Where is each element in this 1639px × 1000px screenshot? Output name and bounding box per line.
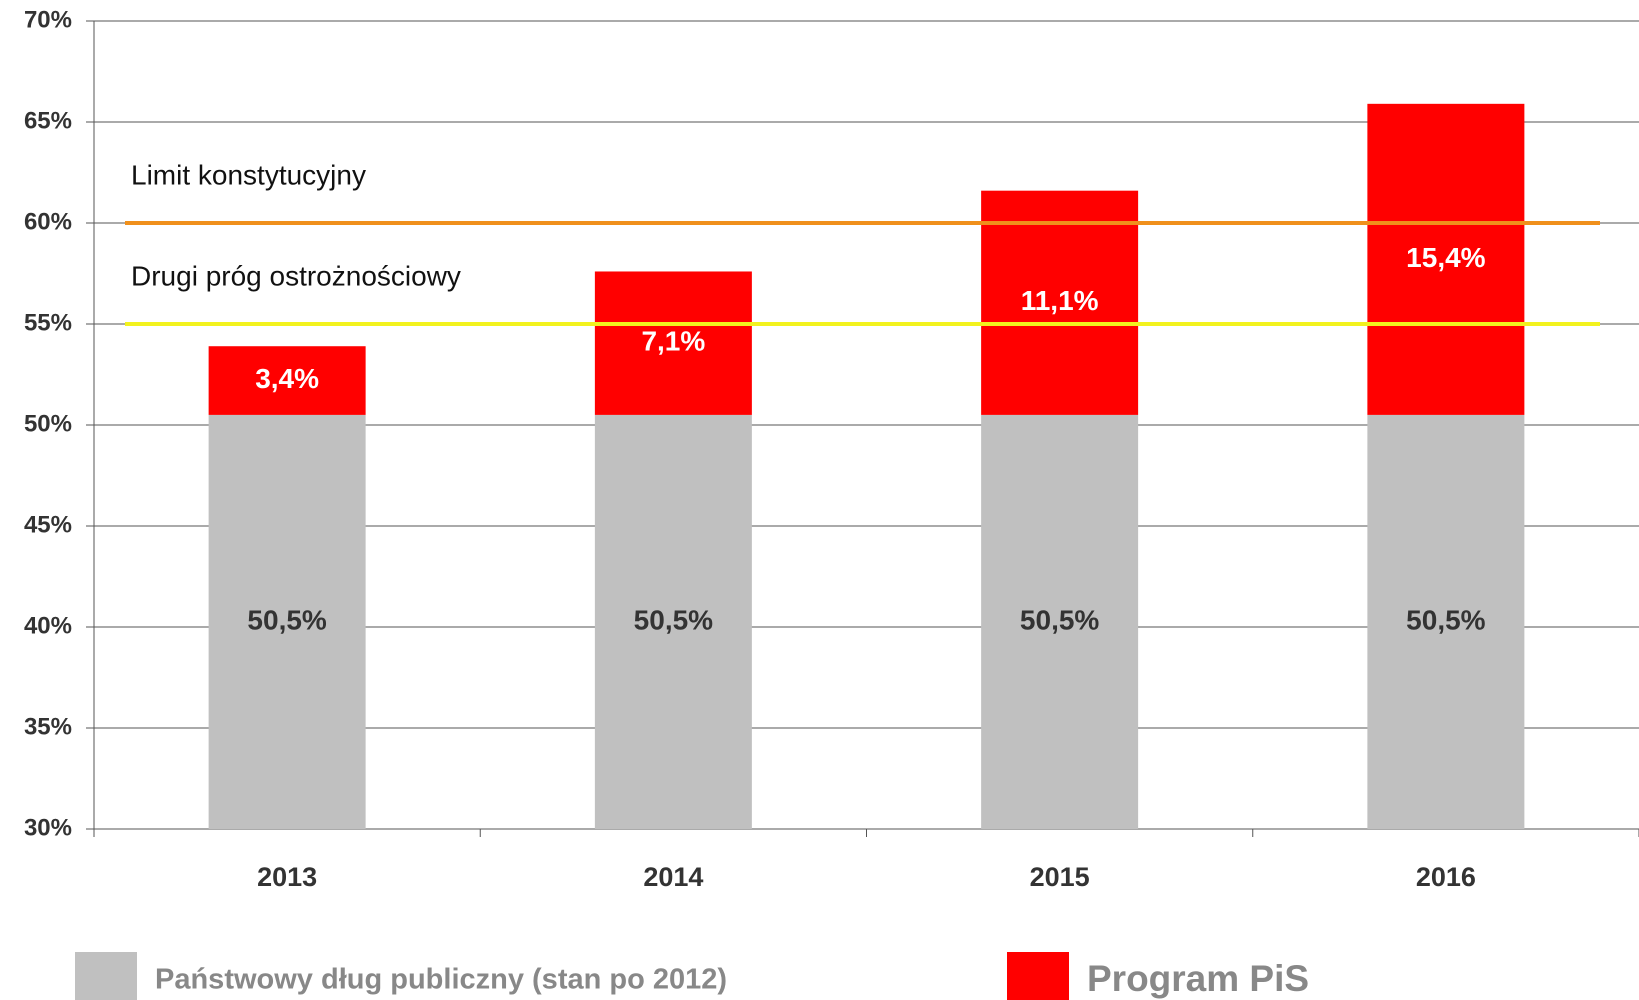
legend-label: Państwowy dług publiczny (stan po 2012) [155, 964, 727, 996]
data-label: 3,4% [255, 363, 319, 394]
y-tick-label: 30% [24, 814, 72, 841]
reference-label: Drugi próg ostrożnościowy [131, 260, 461, 291]
x-tick-label: 2014 [643, 862, 703, 892]
legend-swatch [1007, 952, 1069, 1000]
y-tick-label: 45% [24, 511, 72, 538]
bar-segment [981, 414, 1139, 829]
data-label: 50,5% [634, 604, 713, 635]
legend-swatch [75, 952, 137, 1000]
x-tick-label: 2016 [1416, 862, 1476, 892]
bar-segment [594, 271, 752, 415]
bar-segment [981, 190, 1139, 415]
x-tick-label: 2013 [257, 862, 317, 892]
legend-label: Program PiS [1087, 958, 1309, 999]
y-tick-label: 65% [24, 107, 72, 134]
x-tick-label: 2015 [1030, 862, 1090, 892]
data-label: 50,5% [1020, 604, 1099, 635]
y-tick-label: 55% [24, 309, 72, 336]
bar-segment [594, 414, 752, 829]
data-label: 7,1% [641, 326, 705, 357]
data-label: 11,1% [1021, 285, 1099, 316]
data-label: 50,5% [1406, 604, 1485, 635]
y-tick-label: 40% [24, 612, 72, 639]
bar-segment [1367, 414, 1525, 829]
data-label: 15,4% [1406, 242, 1485, 273]
bar-segment [208, 346, 366, 415]
data-label: 50,5% [247, 604, 326, 635]
reference-label: Limit konstytucyjny [131, 159, 366, 190]
bar-segment [1367, 103, 1525, 415]
bar-segment [208, 414, 366, 829]
y-tick-label: 50% [24, 410, 72, 437]
y-tick-label: 35% [24, 713, 72, 740]
y-tick-label: 60% [24, 208, 72, 235]
y-tick-label: 70% [24, 6, 72, 33]
